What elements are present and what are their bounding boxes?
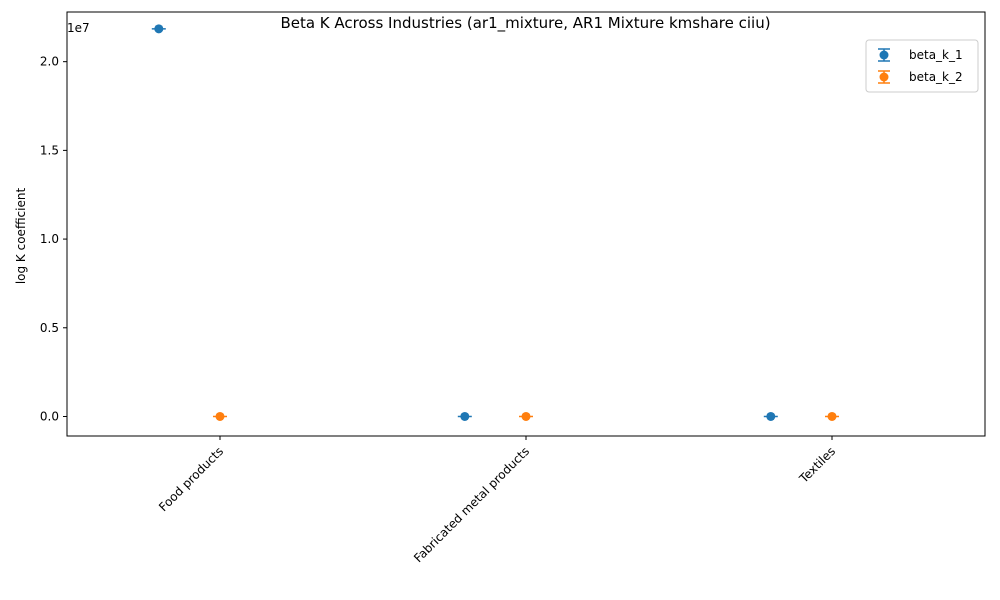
x-tick-label: Fabricated metal products xyxy=(411,444,532,565)
y-tick-label: 0.0 xyxy=(40,409,59,423)
plot-marks xyxy=(151,24,839,421)
y-axis-offset-label: 1e7 xyxy=(67,21,90,35)
y-tick-label: 1.5 xyxy=(40,143,59,157)
x-tick-label: Textiles xyxy=(796,444,838,486)
x-tick-label: Food products xyxy=(156,444,226,514)
legend-box xyxy=(865,39,979,93)
y-axis: 0.0 0.5 1.0 1.5 2.0 xyxy=(40,55,67,423)
data-point xyxy=(827,411,837,421)
y-tick-label: 2.0 xyxy=(40,55,59,69)
data-point xyxy=(215,411,225,421)
y-tick-label: 0.5 xyxy=(40,321,59,335)
x-axis: Food products Fabricated metal products Te… xyxy=(156,436,838,565)
y-tick-label: 1.0 xyxy=(40,232,59,246)
legend-label: beta_k_2 xyxy=(909,70,963,84)
legend: beta_k_1 beta_k_2 xyxy=(865,39,979,93)
data-point xyxy=(766,411,776,421)
data-point xyxy=(154,24,164,34)
plot-frame xyxy=(66,11,986,437)
data-point xyxy=(460,411,470,421)
y-axis-label: log K coefficient xyxy=(14,188,28,285)
chart-title: Beta K Across Industries (ar1_mixture, A… xyxy=(280,14,770,33)
legend-label: beta_k_1 xyxy=(909,48,963,62)
data-point xyxy=(521,411,531,421)
legend-marker xyxy=(879,50,889,60)
legend-marker xyxy=(879,72,889,82)
